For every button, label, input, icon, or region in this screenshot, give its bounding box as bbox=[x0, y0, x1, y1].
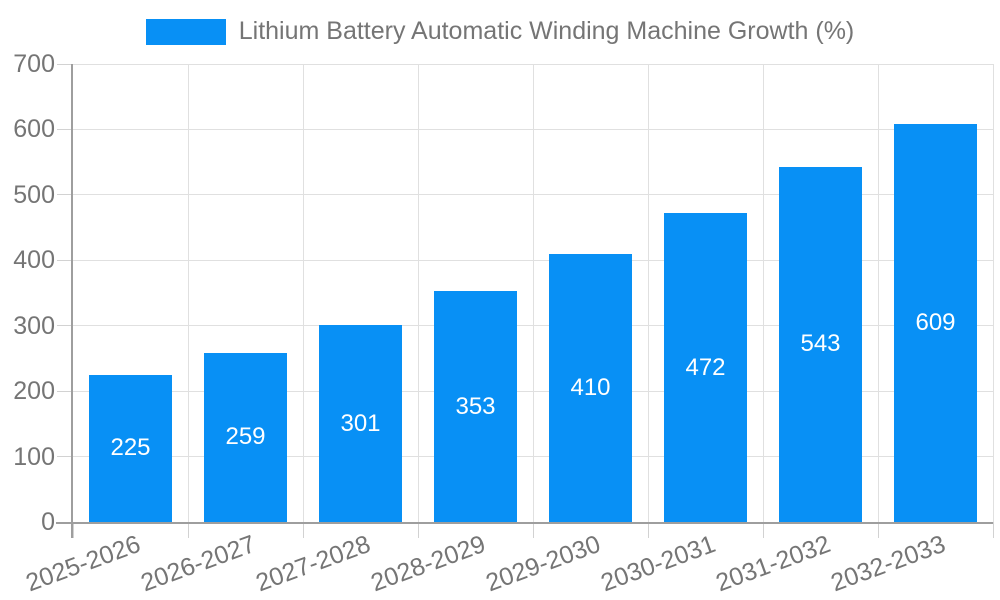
y-tick bbox=[57, 390, 72, 392]
y-tick bbox=[57, 128, 72, 130]
x-tick bbox=[877, 522, 879, 538]
x-gridline bbox=[417, 64, 419, 522]
bar-value-label: 472 bbox=[685, 353, 726, 381]
y-tick-label: 500 bbox=[13, 180, 55, 209]
x-gridline bbox=[302, 64, 304, 522]
bar[interactable]: 609 bbox=[894, 123, 977, 522]
x-tick bbox=[302, 522, 304, 538]
chart-legend: Lithium Battery Automatic Winding Machin… bbox=[0, 17, 1000, 46]
x-tick bbox=[187, 522, 189, 538]
x-gridline bbox=[532, 64, 534, 522]
bar-value-label: 353 bbox=[455, 392, 496, 420]
x-gridline bbox=[187, 64, 189, 522]
y-tick bbox=[57, 194, 72, 196]
x-axis-line bbox=[56, 522, 993, 524]
bar[interactable]: 301 bbox=[319, 325, 402, 522]
y-tick-label: 300 bbox=[13, 311, 55, 340]
bar[interactable]: 543 bbox=[779, 166, 862, 522]
x-tick bbox=[992, 522, 994, 538]
x-gridline bbox=[762, 64, 764, 522]
y-tick-label: 100 bbox=[13, 442, 55, 471]
x-tick-label: 2026-2027 bbox=[137, 530, 260, 598]
x-tick bbox=[762, 522, 764, 538]
x-gridline bbox=[877, 64, 879, 522]
y-tick bbox=[57, 259, 72, 261]
legend-swatch bbox=[145, 18, 226, 45]
y-tick-label: 200 bbox=[13, 377, 55, 406]
bar[interactable]: 259 bbox=[204, 352, 287, 522]
y-tick bbox=[57, 63, 72, 65]
bar-value-label: 609 bbox=[915, 308, 956, 336]
y-tick-label: 400 bbox=[13, 246, 55, 275]
bar[interactable]: 225 bbox=[89, 374, 172, 522]
bar-value-label: 543 bbox=[800, 330, 841, 358]
x-tick-label: 2027-2028 bbox=[252, 530, 375, 598]
x-tick-label: 2028-2029 bbox=[367, 530, 490, 598]
x-tick bbox=[417, 522, 419, 538]
legend-label: Lithium Battery Automatic Winding Machin… bbox=[238, 17, 855, 45]
x-gridline bbox=[992, 64, 994, 522]
x-tick-label: 2031-2032 bbox=[712, 530, 835, 598]
x-tick-label: 2030-2031 bbox=[597, 530, 720, 598]
x-tick-label: 2025-2026 bbox=[22, 530, 145, 598]
y-tick bbox=[57, 325, 72, 327]
y-tick bbox=[57, 456, 72, 458]
bar-value-label: 225 bbox=[110, 434, 151, 462]
bar-value-label: 301 bbox=[340, 409, 381, 437]
plot-area: 0 100 200 300 400 500 600 700 225 259 301 353 410 472… bbox=[13, 50, 994, 597]
x-tick-label: 2032-2033 bbox=[827, 530, 950, 598]
bar[interactable]: 353 bbox=[434, 291, 517, 522]
y-tick-label: 700 bbox=[13, 50, 55, 78]
y-tick-label: 0 bbox=[41, 508, 55, 536]
x-gridline bbox=[647, 64, 649, 522]
bar[interactable]: 472 bbox=[664, 213, 747, 522]
bar-value-label: 259 bbox=[225, 423, 266, 451]
legend-item[interactable]: Lithium Battery Automatic Winding Machin… bbox=[145, 17, 855, 46]
y-tick-label: 600 bbox=[13, 115, 55, 144]
y-axis-line bbox=[71, 64, 73, 538]
x-tick bbox=[532, 522, 534, 538]
bar-value-label: 410 bbox=[570, 373, 611, 401]
x-tick bbox=[647, 522, 649, 538]
x-tick bbox=[72, 522, 74, 538]
x-tick-label: 2029-2030 bbox=[482, 530, 605, 598]
bar[interactable]: 410 bbox=[549, 253, 632, 522]
